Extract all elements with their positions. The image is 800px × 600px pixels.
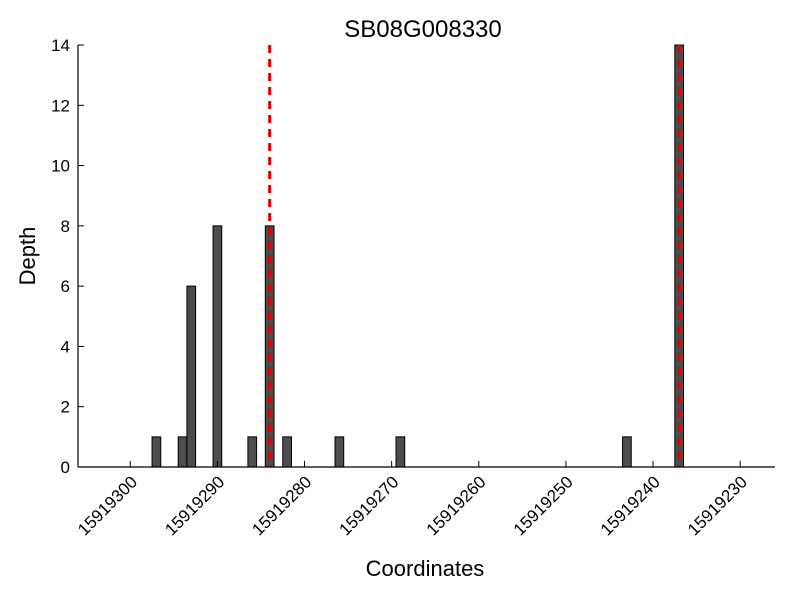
y-ticks-group: 0 2 4 6 8 10 12 14: [51, 36, 84, 477]
x-tick-label-7: 15919230: [684, 472, 751, 539]
y-tick-label-7: 14: [51, 36, 70, 55]
y-tick-label-4: 8: [61, 217, 70, 236]
y-axis-label: Depth: [15, 227, 40, 286]
chart-title: SB08G008330: [344, 16, 501, 43]
bar-8: [395, 436, 406, 468]
x-tick-label-4: 15919260: [423, 472, 490, 539]
x-tick-label-3: 15919270: [336, 472, 403, 539]
x-tick-label-2: 15919280: [248, 472, 315, 539]
y-tick-label-1: 2: [61, 398, 70, 417]
bar-4: [247, 436, 258, 468]
x-tick-label-0: 15919300: [74, 472, 141, 539]
x-tick-label-1: 15919290: [161, 472, 228, 539]
reference-lines-group: [268, 45, 681, 467]
bar-3: [212, 225, 223, 468]
x-tick-label-6: 15919240: [597, 472, 664, 539]
bar-7: [334, 436, 345, 468]
bar-1: [177, 436, 188, 468]
bars-group: [151, 44, 685, 468]
x-ticks-group: 15919300 15919290 15919280 15919270 15919260…: [74, 461, 751, 539]
x-tick-label-5: 15919250: [510, 472, 577, 539]
bar-9: [622, 436, 632, 468]
y-tick-label-5: 10: [51, 157, 70, 176]
y-tick-label-3: 6: [61, 277, 70, 296]
axes-group: [77, 45, 775, 468]
bar-2: [186, 285, 197, 468]
bar-0: [151, 436, 162, 468]
bar-6: [282, 436, 292, 468]
y-tick-label-6: 12: [51, 96, 70, 115]
y-tick-label-2: 4: [61, 337, 70, 356]
y-tick-label-0: 0: [61, 458, 70, 477]
x-axis-label: Coordinates: [366, 556, 485, 581]
